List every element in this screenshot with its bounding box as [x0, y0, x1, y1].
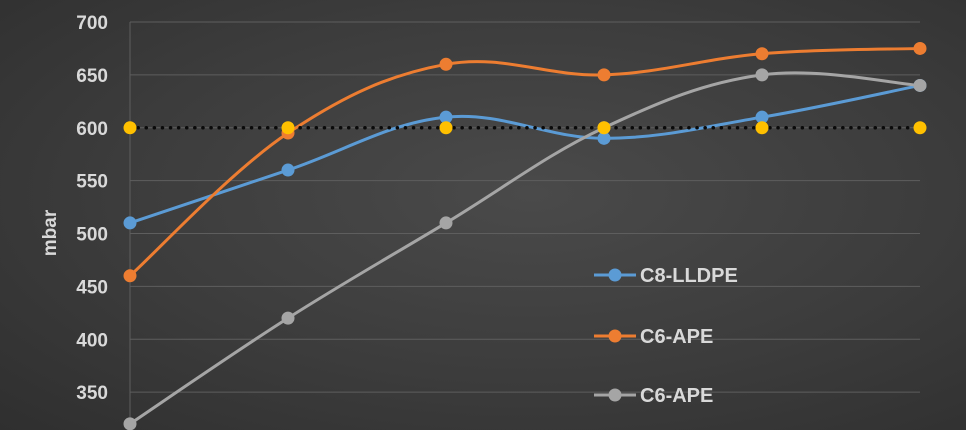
y-tick-label: 550	[76, 172, 108, 193]
data-point-series-1	[281, 163, 295, 177]
data-points	[123, 41, 927, 430]
y-tick-label: 500	[76, 225, 108, 246]
gridlines	[129, 21, 920, 430]
reference-point	[913, 121, 927, 135]
series-line-3	[128, 71, 922, 426]
data-point-series-1	[439, 110, 453, 124]
y-axis-ticks: 700 650 600 550 500 450 400 350	[76, 13, 108, 404]
reference-point	[755, 121, 769, 135]
series-line-2	[128, 46, 922, 278]
reference-point	[123, 121, 137, 135]
y-tick-label: 350	[76, 383, 108, 404]
legend-label: C6-APE	[640, 326, 713, 348]
data-point-series-3	[755, 68, 769, 82]
data-point-series-1	[123, 216, 137, 230]
y-tick-label: 400	[76, 330, 108, 351]
legend: C8-LLDPE C6-APE C6-APE	[594, 265, 738, 407]
data-point-series-2	[597, 68, 611, 82]
y-axis-title: mbar	[40, 209, 61, 256]
data-point-series-3	[913, 78, 927, 92]
legend-marker	[608, 329, 622, 343]
reference-point	[281, 121, 295, 135]
data-point-series-1	[597, 131, 611, 145]
data-point-series-1	[755, 110, 769, 124]
y-tick-label: 650	[76, 66, 108, 87]
y-tick-label: 450	[76, 277, 108, 298]
data-point-series-3	[439, 216, 453, 230]
data-point-series-2	[913, 41, 927, 55]
series-lines	[128, 46, 922, 426]
reference-point	[597, 121, 611, 135]
series-line-1	[128, 83, 922, 225]
legend-marker	[608, 388, 622, 402]
data-point-series-2	[439, 57, 453, 71]
legend-label: C8-LLDPE	[640, 265, 738, 287]
data-point-series-2	[755, 47, 769, 61]
legend-label: C6-APE	[640, 385, 713, 407]
data-point-series-3	[123, 417, 137, 430]
data-point-series-3	[281, 311, 295, 325]
reference-point	[439, 121, 453, 135]
y-tick-label: 600	[76, 119, 108, 140]
y-tick-label: 700	[76, 13, 108, 34]
data-point-series-2	[123, 269, 137, 283]
legend-marker	[608, 268, 622, 282]
